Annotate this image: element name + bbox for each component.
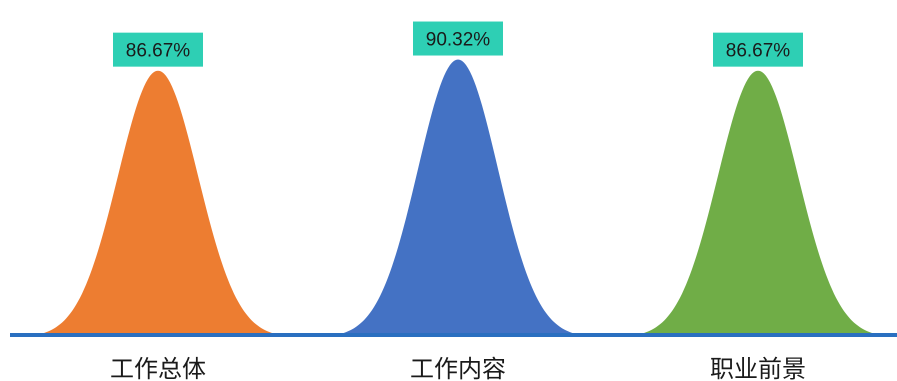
peak-2 — [336, 59, 580, 335]
category-labels-layer: 工作总体 工作内容 职业前景 — [110, 355, 806, 381]
peaks-layer — [36, 59, 880, 335]
peak-1 — [36, 70, 280, 335]
peak-3 — [636, 70, 880, 335]
value-label-box — [113, 32, 203, 67]
value-label-box — [713, 32, 803, 67]
category-label-1: 工作总体 — [110, 355, 206, 381]
value-label-1: 86.67% — [113, 32, 203, 67]
category-label-2: 工作内容 — [410, 355, 506, 381]
value-label-box — [413, 21, 503, 56]
value-label-text: 86.67% — [726, 41, 791, 62]
value-label-2: 90.32% — [413, 21, 503, 56]
category-label-3: 职业前景 — [710, 355, 806, 381]
value-label-3: 86.67% — [713, 32, 803, 67]
value-label-text: 86.67% — [126, 41, 191, 62]
value-labels-layer: 86.67% 90.32% 86.67% — [113, 21, 803, 67]
value-label-text: 90.32% — [426, 30, 491, 51]
